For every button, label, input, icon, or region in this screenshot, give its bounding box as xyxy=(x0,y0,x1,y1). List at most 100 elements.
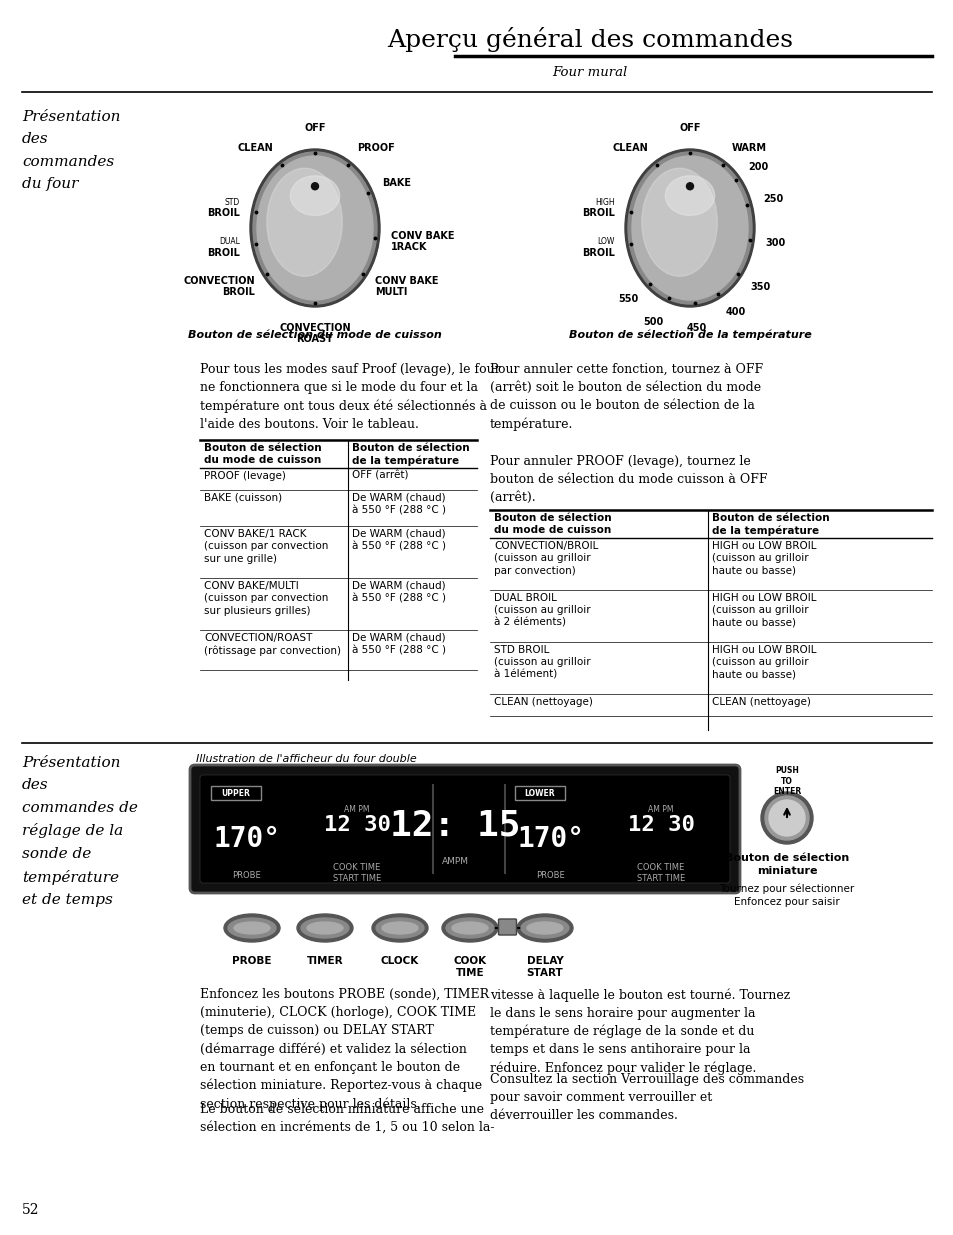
Text: OFF: OFF xyxy=(679,124,700,133)
Ellipse shape xyxy=(768,800,804,836)
Text: PUSH
TO
ENTER: PUSH TO ENTER xyxy=(772,766,801,797)
Text: COOK TIME
START TIME: COOK TIME START TIME xyxy=(637,863,684,883)
Text: 12: 15: 12: 15 xyxy=(390,808,519,842)
Text: CLEAN (nettoyage): CLEAN (nettoyage) xyxy=(711,697,810,706)
Text: COOK TIME
START TIME: COOK TIME START TIME xyxy=(333,863,381,883)
Ellipse shape xyxy=(520,918,568,939)
Text: 52: 52 xyxy=(22,1203,39,1216)
Text: CLEAN (nettoyage): CLEAN (nettoyage) xyxy=(494,697,592,706)
Ellipse shape xyxy=(312,183,318,190)
Text: OFF: OFF xyxy=(304,124,325,133)
Ellipse shape xyxy=(228,918,275,939)
Text: DUAL BROIL
(cuisson au grilloir
à 2 éléments): DUAL BROIL (cuisson au grilloir à 2 élém… xyxy=(494,593,590,627)
Ellipse shape xyxy=(641,168,717,277)
Text: AM PM: AM PM xyxy=(344,805,370,815)
Text: PROBE: PROBE xyxy=(232,956,272,966)
Text: Bouton de sélection
de la température: Bouton de sélection de la température xyxy=(352,443,469,466)
Ellipse shape xyxy=(686,183,693,190)
Ellipse shape xyxy=(250,149,379,308)
Text: HIGH: HIGH xyxy=(595,198,615,206)
Text: BROIL: BROIL xyxy=(581,248,615,258)
Ellipse shape xyxy=(664,175,714,215)
Text: AMPM: AMPM xyxy=(441,857,468,867)
Ellipse shape xyxy=(624,149,754,308)
Bar xyxy=(211,785,261,800)
Text: Four mural: Four mural xyxy=(552,67,627,79)
Text: 250: 250 xyxy=(762,194,782,204)
Text: Présentation
des
commandes
du four: Présentation des commandes du four xyxy=(22,110,120,190)
Text: Aperçu général des commandes: Aperçu général des commandes xyxy=(387,27,792,53)
Text: HIGH ou LOW BROIL
(cuisson au grilloir
haute ou basse): HIGH ou LOW BROIL (cuisson au grilloir h… xyxy=(711,541,816,576)
Ellipse shape xyxy=(307,923,343,934)
Text: LOWER: LOWER xyxy=(524,788,555,798)
Text: LOW: LOW xyxy=(598,237,615,246)
Text: 170°: 170° xyxy=(517,825,584,853)
Text: 12 30: 12 30 xyxy=(627,815,694,835)
Text: 300: 300 xyxy=(765,238,785,248)
Text: CONVECTION/ROAST
(rôtissage par convection): CONVECTION/ROAST (rôtissage par convecti… xyxy=(204,634,340,656)
Text: PROOF: PROOF xyxy=(356,143,394,153)
FancyBboxPatch shape xyxy=(200,776,729,883)
Text: Pour tous les modes sauf Proof (levage), le four
ne fonctionnera que si le mode : Pour tous les modes sauf Proof (levage),… xyxy=(200,363,500,431)
Text: Illustration de l'afficheur du four double: Illustration de l'afficheur du four doub… xyxy=(195,755,416,764)
Text: BAKE: BAKE xyxy=(382,178,411,189)
Text: WARM: WARM xyxy=(731,143,766,153)
Bar xyxy=(515,785,564,800)
Text: Bouton de sélection du mode de cuisson: Bouton de sélection du mode de cuisson xyxy=(188,330,441,340)
Ellipse shape xyxy=(760,792,812,844)
Text: 170°: 170° xyxy=(213,825,280,853)
Text: Bouton de sélection
du mode de cuisson: Bouton de sélection du mode de cuisson xyxy=(494,513,611,536)
Ellipse shape xyxy=(256,156,373,300)
Text: De WARM (chaud)
à 550 °F (288 °C ): De WARM (chaud) à 550 °F (288 °C ) xyxy=(352,493,446,515)
Text: UPPER: UPPER xyxy=(221,788,251,798)
Text: PROOF (levage): PROOF (levage) xyxy=(204,471,286,480)
Text: CLEAN: CLEAN xyxy=(237,143,273,153)
Text: TIMER: TIMER xyxy=(306,956,343,966)
Text: Bouton de sélection
du mode de cuisson: Bouton de sélection du mode de cuisson xyxy=(204,443,321,466)
Text: De WARM (chaud)
à 550 °F (288 °C ): De WARM (chaud) à 550 °F (288 °C ) xyxy=(352,529,446,551)
Text: Consultez la section Verrouillage des commandes
pour savoir comment verrouiller : Consultez la section Verrouillage des co… xyxy=(490,1073,803,1123)
FancyBboxPatch shape xyxy=(498,919,516,935)
Text: PROBE: PROBE xyxy=(233,872,261,881)
Text: 500: 500 xyxy=(643,317,663,327)
Text: 450: 450 xyxy=(686,322,706,332)
Text: STD BROIL
(cuisson au grilloir
à 1élément): STD BROIL (cuisson au grilloir à 1élémen… xyxy=(494,645,590,679)
Ellipse shape xyxy=(446,918,494,939)
Ellipse shape xyxy=(375,918,423,939)
Ellipse shape xyxy=(452,923,488,934)
Ellipse shape xyxy=(290,175,339,215)
Text: COOK
TIME: COOK TIME xyxy=(453,956,486,978)
Text: Pour annuler PROOF (levage), tournez le
bouton de sélection du mode cuisson à OF: Pour annuler PROOF (levage), tournez le … xyxy=(490,454,767,504)
Ellipse shape xyxy=(296,914,353,942)
Ellipse shape xyxy=(627,152,751,304)
Text: BROIL: BROIL xyxy=(207,248,240,258)
Text: 12 30: 12 30 xyxy=(323,815,390,835)
Text: HIGH ou LOW BROIL
(cuisson au grilloir
haute ou basse): HIGH ou LOW BROIL (cuisson au grilloir h… xyxy=(711,593,816,627)
Text: BROIL: BROIL xyxy=(581,209,615,219)
Text: OFF (arrêt): OFF (arrêt) xyxy=(352,471,408,480)
Ellipse shape xyxy=(526,923,562,934)
Ellipse shape xyxy=(267,168,342,277)
Text: CONV BAKE/1 RACK
(cuisson par convection
sur une grille): CONV BAKE/1 RACK (cuisson par convection… xyxy=(204,529,328,564)
Text: CONV BAKE
MULTI: CONV BAKE MULTI xyxy=(375,275,438,298)
Text: Le bouton de sélection miniature affiche une
sélection en incréments de 1, 5 ou : Le bouton de sélection miniature affiche… xyxy=(200,1103,494,1134)
Text: Présentation
des
commandes de
réglage de la
sonde de
température
et de temps: Présentation des commandes de réglage de… xyxy=(22,756,138,906)
Text: Tournez pour sélectionner
Enfoncez pour saisir: Tournez pour sélectionner Enfoncez pour … xyxy=(719,883,854,906)
Ellipse shape xyxy=(253,152,376,304)
Text: 400: 400 xyxy=(725,308,745,317)
Text: CONV BAKE
1RACK: CONV BAKE 1RACK xyxy=(391,231,454,252)
Text: De WARM (chaud)
à 550 °F (288 °C ): De WARM (chaud) à 550 °F (288 °C ) xyxy=(352,634,446,656)
Text: BAKE (cuisson): BAKE (cuisson) xyxy=(204,493,282,503)
Text: CONVECTION/BROIL
(cuisson au grilloir
par convection): CONVECTION/BROIL (cuisson au grilloir pa… xyxy=(494,541,598,576)
Text: HIGH ou LOW BROIL
(cuisson au grilloir
haute ou basse): HIGH ou LOW BROIL (cuisson au grilloir h… xyxy=(711,645,816,679)
Text: Bouton de sélection de la température: Bouton de sélection de la température xyxy=(568,330,810,341)
Text: CLOCK: CLOCK xyxy=(380,956,418,966)
Text: DELAY
START: DELAY START xyxy=(526,956,563,978)
Text: STD: STD xyxy=(225,198,240,206)
Text: Bouton de sélection
miniature: Bouton de sélection miniature xyxy=(724,853,848,876)
Ellipse shape xyxy=(372,914,428,942)
Text: DUAL: DUAL xyxy=(219,237,240,246)
Text: AM PM: AM PM xyxy=(648,805,673,815)
Text: vitesse à laquelle le bouton est tourné. Tournez
le dans le sens horaire pour au: vitesse à laquelle le bouton est tourné.… xyxy=(490,988,789,1074)
Ellipse shape xyxy=(381,923,417,934)
